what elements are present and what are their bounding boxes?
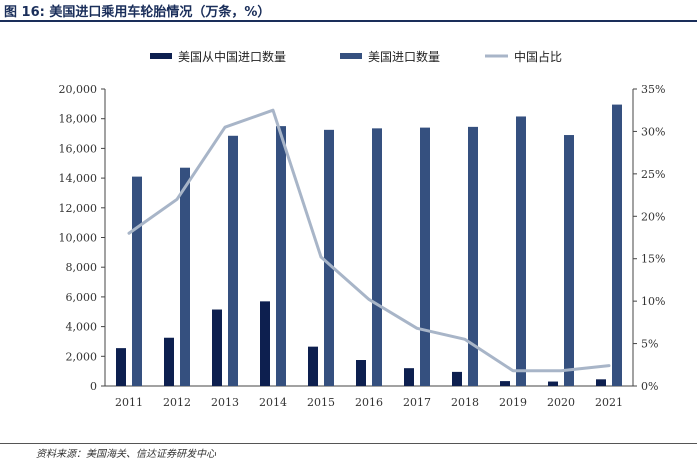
y-left-tick-label: 0 xyxy=(90,380,97,393)
y-left-tick-label: 6,000 xyxy=(66,291,98,304)
bar-total-import xyxy=(276,126,286,386)
bottom-rule xyxy=(0,443,697,444)
legend-swatch-total xyxy=(340,53,362,59)
bar-china-import xyxy=(212,309,222,386)
axes: 0 2,000 4,000 6,000 8,000 10,000 12,000 14,000 1… xyxy=(59,83,666,409)
y-left-tick-label: 20,000 xyxy=(59,83,98,96)
y-right-tick-label: 30% xyxy=(641,125,665,138)
x-tick-label: 2016 xyxy=(355,396,383,409)
y-left-tick-label: 4,000 xyxy=(66,321,98,334)
bar-total-import xyxy=(612,104,622,386)
bar-china-import xyxy=(164,337,174,386)
x-tick-label: 2014 xyxy=(259,396,287,409)
y-left-tick-label: 14,000 xyxy=(59,172,98,185)
bar-total-import xyxy=(516,116,526,386)
x-tick-label: 2020 xyxy=(547,396,575,409)
x-tick-label: 2013 xyxy=(211,396,239,409)
share-line xyxy=(127,108,611,373)
y-left-tick-label: 16,000 xyxy=(59,142,98,155)
y-right-tick-label: 0% xyxy=(641,380,658,393)
x-tick-label: 2017 xyxy=(403,396,431,409)
x-tick-label: 2019 xyxy=(499,396,527,409)
chart: 美国从中国进口数量 美国进口数量 中国占比 0 2,000 4,000 6,000 8,… xyxy=(59,49,666,409)
y-right-tick-label: 15% xyxy=(641,253,665,266)
bar-china-import xyxy=(548,381,558,386)
y-right-tick-label: 25% xyxy=(641,168,665,181)
bar-total-import xyxy=(420,127,430,387)
legend-label-total: 美国进口数量 xyxy=(368,49,440,64)
y-left-tick-label: 12,000 xyxy=(59,202,98,215)
x-tick-label: 2018 xyxy=(451,396,479,409)
y-left-tick-label: 18,000 xyxy=(59,113,98,126)
y-left-tick-label: 10,000 xyxy=(59,232,98,245)
bar-china-import xyxy=(452,371,462,386)
legend-label-share: 中国占比 xyxy=(514,49,562,64)
y-left-tick-label: 2,000 xyxy=(66,350,98,363)
source-note: 资料来源：美国海关、信达证券研发中心 xyxy=(36,449,216,460)
bars xyxy=(116,104,622,387)
bar-total-import xyxy=(372,128,382,387)
x-tick-label: 2012 xyxy=(163,396,191,409)
x-tick-label: 2021 xyxy=(595,396,623,409)
bar-total-import xyxy=(228,135,238,386)
y-right-tick-label: 20% xyxy=(641,210,665,223)
share-line-path xyxy=(127,108,611,373)
y-right-tick-label: 35% xyxy=(641,83,665,96)
legend: 美国从中国进口数量 美国进口数量 中国占比 xyxy=(150,49,562,64)
title-rule xyxy=(0,20,697,22)
x-tick-label: 2011 xyxy=(115,396,143,409)
legend-label-china: 美国从中国进口数量 xyxy=(178,49,286,64)
bar-total-import xyxy=(564,135,574,386)
bar-china-import xyxy=(356,360,366,386)
x-tick-label: 2015 xyxy=(307,396,335,409)
legend-swatch-china xyxy=(150,53,172,59)
bar-china-import xyxy=(500,381,510,386)
y-right-tick-label: 5% xyxy=(641,338,658,351)
bar-total-import xyxy=(180,167,190,386)
bar-china-import xyxy=(596,379,606,386)
bar-total-import xyxy=(132,176,142,386)
y-right-tick-label: 10% xyxy=(641,295,665,308)
bar-china-import xyxy=(116,348,126,386)
bar-china-import xyxy=(260,301,270,386)
y-left-tick-label: 8,000 xyxy=(66,261,98,274)
bar-china-import xyxy=(308,346,318,386)
bar-total-import xyxy=(324,129,334,386)
bar-china-import xyxy=(404,368,414,386)
bar-total-import xyxy=(468,126,478,387)
figure-title: 图 16: 美国进口乘用车轮胎情况（万条，%） xyxy=(4,5,271,20)
